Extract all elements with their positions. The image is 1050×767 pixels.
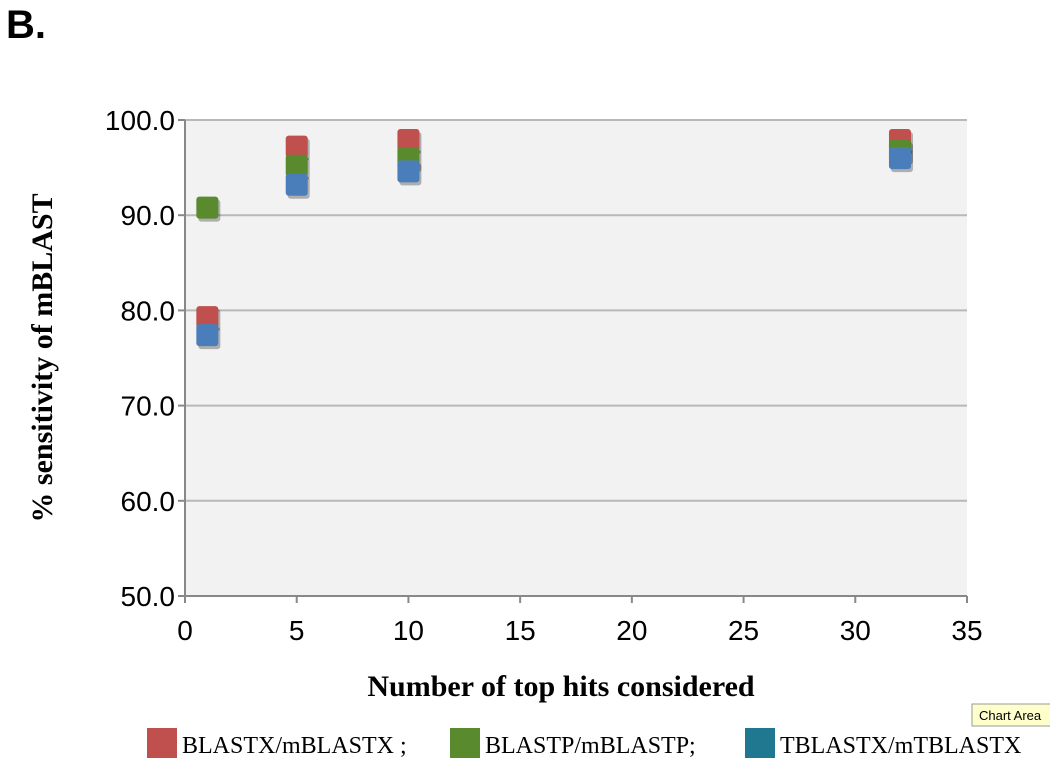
legend-swatch-2 (450, 728, 480, 758)
legend-label-3: TBLASTX/mTBLASTX (780, 733, 1021, 759)
data-point-series-1 (397, 128, 420, 151)
gridlines (185, 119, 967, 502)
y-tick-label: 60.0 (121, 486, 176, 517)
x-tick-label: 15 (505, 615, 536, 646)
y-tick-label: 90.0 (121, 200, 176, 231)
data-point-series-3 (397, 160, 420, 183)
data-point-series-1 (196, 306, 219, 329)
data-point-series-2 (196, 196, 219, 219)
axes (178, 119, 968, 603)
y-tick-label: 50.0 (121, 581, 176, 612)
data-point-series-1 (285, 135, 308, 158)
legend-swatch-3 (745, 728, 775, 758)
x-tick-label: 10 (393, 615, 424, 646)
tooltip: Chart Area (971, 703, 1050, 727)
x-tick-label: 0 (177, 615, 193, 646)
legend-swatch-1 (147, 728, 177, 758)
plot-area[interactable] (185, 120, 967, 596)
data-points (196, 128, 913, 350)
x-axis-title: Number of top hits considered (367, 670, 755, 703)
x-tick-label: 25 (728, 615, 759, 646)
y-tick-label: 100.0 (105, 105, 175, 136)
x-tick-label: 35 (951, 615, 982, 646)
x-tick-label: 5 (289, 615, 305, 646)
tooltip-text: Chart Area (979, 708, 1042, 723)
legend-label-1: BLASTX/mBLASTX ; (182, 733, 407, 759)
x-tick-label: 20 (616, 615, 647, 646)
data-point-series-2 (285, 154, 308, 177)
y-tick-label: 80.0 (121, 295, 176, 326)
panel-label: B. (6, 3, 46, 47)
y-tick-label: 70.0 (121, 391, 176, 422)
x-tick-labels: 0 5 10 15 20 25 30 35 (177, 615, 982, 646)
legend: BLASTX/mBLASTX ; BLASTP/mBLASTP; TBLASTX/m… (147, 728, 1021, 759)
data-point-series-3 (888, 147, 911, 170)
y-axis-title: % sensitivity of mBLAST (26, 193, 59, 522)
x-tick-label: 30 (840, 615, 871, 646)
legend-label-2: BLASTP/mBLASTP; (485, 733, 696, 759)
y-tick-labels: 50.0 60.0 70.0 80.0 90.0 100.0 (105, 105, 175, 612)
data-point-series-3 (285, 173, 308, 196)
data-point-series-3 (196, 324, 219, 347)
